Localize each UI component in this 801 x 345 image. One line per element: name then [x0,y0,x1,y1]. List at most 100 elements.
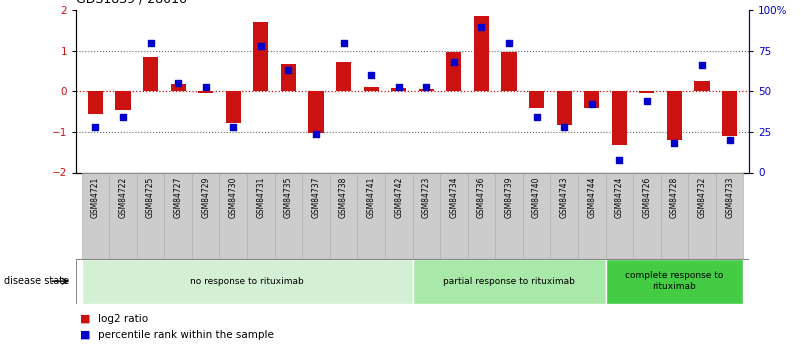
Bar [198,91,213,93]
Text: GSM84736: GSM84736 [477,177,486,218]
Point [668,140,681,146]
Text: log2 ratio: log2 ratio [98,314,148,324]
Text: GSM84734: GSM84734 [449,177,458,218]
Bar [440,172,468,259]
Bar [495,172,523,259]
Bar [391,88,406,91]
Point [310,131,323,136]
Bar [219,172,247,259]
Bar [302,172,330,259]
Bar [336,62,351,91]
Bar [639,91,654,93]
Bar [523,172,550,259]
Bar [115,91,131,110]
Text: percentile rank within the sample: percentile rank within the sample [98,330,274,339]
Bar [247,172,275,259]
Text: GSM84721: GSM84721 [91,177,100,218]
Text: ■: ■ [80,314,91,324]
Text: GSM84743: GSM84743 [560,177,569,218]
Text: partial response to rituximab: partial response to rituximab [443,277,575,286]
Bar [661,172,688,259]
Text: GSM84741: GSM84741 [367,177,376,218]
Bar [308,91,324,133]
Bar [550,172,578,259]
Point [502,40,515,46]
Point [641,98,654,104]
Bar [688,172,716,259]
Bar [606,259,743,304]
Bar [694,81,710,91]
Point [89,124,102,130]
Text: GDS1839 / 28016: GDS1839 / 28016 [76,0,187,6]
Text: ■: ■ [80,330,91,339]
Point [420,84,433,89]
Bar [419,89,434,91]
Bar [330,172,357,259]
Point [337,40,350,46]
Point [255,43,268,49]
Point [392,84,405,89]
Bar [413,259,606,304]
Bar [357,172,385,259]
Bar [137,172,164,259]
Text: GSM84739: GSM84739 [505,177,513,218]
Bar [633,172,661,259]
Text: GSM84726: GSM84726 [642,177,651,218]
Bar [171,84,186,91]
Bar [612,91,627,145]
Point [557,124,570,130]
Text: GSM84731: GSM84731 [256,177,265,218]
Point [364,72,377,78]
Bar [501,52,517,91]
Point [117,115,130,120]
Text: GSM84744: GSM84744 [587,177,596,218]
Point [199,84,212,89]
Bar [716,172,743,259]
Bar [109,172,137,259]
Bar [88,91,103,114]
Text: GSM84725: GSM84725 [146,177,155,218]
Text: GSM84730: GSM84730 [229,177,238,218]
Text: GSM84727: GSM84727 [174,177,183,218]
Bar [578,172,606,259]
Point [144,40,157,46]
Point [171,80,184,86]
Point [530,115,543,120]
Bar [606,172,633,259]
Point [448,59,461,65]
Bar [82,259,413,304]
Bar [82,172,109,259]
Text: GSM84740: GSM84740 [532,177,541,218]
Text: GSM84742: GSM84742 [394,177,403,218]
Bar [192,172,219,259]
Bar [446,52,461,91]
Bar [253,22,268,91]
Bar [413,172,440,259]
Point [723,137,736,143]
Text: GSM84737: GSM84737 [312,177,320,218]
Text: no response to rituximab: no response to rituximab [190,277,304,286]
Text: GSM84729: GSM84729 [201,177,210,218]
Text: GSM84732: GSM84732 [698,177,706,218]
Text: complete response to
rituximab: complete response to rituximab [626,272,723,291]
Bar [164,172,192,259]
Bar [557,91,572,125]
Bar [385,172,413,259]
Text: GSM84733: GSM84733 [725,177,735,218]
Text: GSM84738: GSM84738 [339,177,348,218]
Point [282,68,295,73]
Point [695,63,708,68]
Bar [226,91,241,123]
Text: GSM84722: GSM84722 [119,177,127,218]
Bar [584,91,599,108]
Bar [667,91,682,140]
Point [613,157,626,162]
Bar [281,64,296,91]
Point [475,24,488,29]
Text: disease state: disease state [4,276,69,286]
Bar [529,91,544,108]
Bar [275,172,302,259]
Point [586,102,598,107]
Text: GSM84735: GSM84735 [284,177,293,218]
Text: GSM84723: GSM84723 [422,177,431,218]
